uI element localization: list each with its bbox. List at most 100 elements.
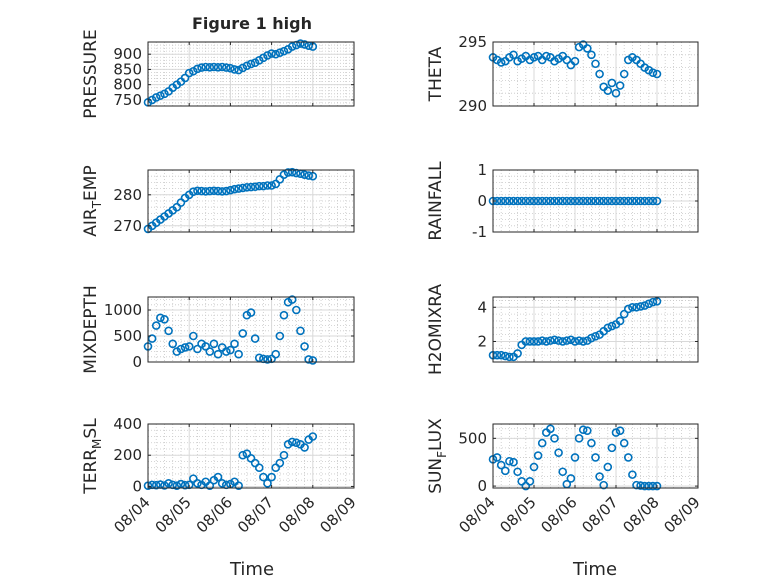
data-point (205, 186, 215, 196)
y-tick-label: 900 (113, 45, 142, 63)
data-point (279, 46, 289, 56)
data-point (636, 196, 645, 206)
x-tick-label: 08/05 (152, 493, 195, 536)
data-point (189, 331, 198, 341)
data-point (279, 170, 289, 179)
data-point (308, 432, 318, 441)
data-point (648, 481, 658, 491)
data-point (250, 334, 260, 343)
data-point (570, 196, 580, 206)
data-point (246, 308, 256, 317)
data-point (644, 481, 654, 491)
data-point (623, 304, 633, 314)
data-point (541, 51, 551, 61)
data-point (275, 331, 285, 341)
data-point (554, 336, 563, 345)
data-point (562, 336, 572, 345)
data-point (180, 73, 190, 83)
data-point (595, 472, 604, 481)
data-point (213, 349, 223, 359)
data-point (263, 181, 272, 190)
data-point (529, 337, 539, 346)
data-point (513, 349, 522, 358)
data-point (541, 196, 551, 206)
data-point (640, 196, 650, 206)
data-point (213, 62, 223, 72)
data-point (267, 49, 276, 58)
data-point (582, 196, 592, 206)
axes-frame (147, 296, 355, 363)
data-point (238, 450, 248, 460)
data-point (287, 167, 297, 177)
data-point (636, 302, 645, 311)
data-point (300, 40, 309, 49)
y-tick-label: 0 (132, 477, 142, 495)
data-point (607, 196, 617, 206)
data-point (619, 309, 629, 319)
data-point (566, 335, 576, 345)
data-point (176, 344, 186, 354)
data-point (619, 438, 629, 448)
data-point (570, 337, 580, 346)
x-tick-label: 08/09 (316, 493, 359, 536)
data-point (308, 356, 318, 365)
data-point (529, 196, 539, 206)
y-axis-label: SUNFLUX (426, 418, 449, 494)
x-tick-label: 08/06 (193, 493, 236, 536)
x-tick-label: 08/09 (660, 493, 703, 536)
data-point (554, 196, 563, 206)
x-tick-label: 08/04 (110, 493, 153, 536)
data-point (578, 196, 588, 206)
data-point (217, 479, 227, 488)
data-point (550, 434, 559, 443)
data-point (550, 335, 559, 345)
data-point (570, 56, 580, 66)
data-point (164, 326, 173, 336)
data-point (509, 196, 518, 206)
data-point (607, 443, 617, 453)
data-point (537, 438, 547, 448)
data-point (496, 196, 506, 206)
data-point (197, 186, 206, 196)
data-point (209, 339, 219, 349)
subplot-sun-flux: 0 500 SUNFLUX 08/0408/0508/0608/0708/0808/0… (426, 418, 704, 537)
data-point (300, 170, 309, 179)
data-point (533, 337, 543, 346)
data-point (562, 55, 572, 65)
axes-frame (147, 41, 355, 107)
data-point (151, 321, 161, 330)
data-point (607, 321, 617, 331)
data-point (205, 347, 215, 356)
x-tick-label: 08/04 (455, 493, 498, 536)
data-point (648, 297, 658, 307)
data-point (603, 196, 613, 206)
data-point (599, 196, 609, 206)
x-tick-label: 08/08 (619, 493, 662, 536)
data-point (570, 453, 580, 462)
subplot-terr-msl: 0 200 400 TERRMSL 08/0408/0508/0608/0708/080… (81, 415, 360, 537)
data-point (574, 434, 584, 443)
data-point (599, 480, 609, 490)
x-tick-label: 08/07 (578, 493, 621, 536)
x-axis-label-left: Time (229, 559, 274, 580)
data-point (611, 88, 621, 98)
data-point (246, 59, 256, 69)
data-point (189, 187, 198, 196)
data-point (271, 49, 281, 59)
data-point (554, 448, 563, 457)
data-point (156, 91, 165, 100)
y-tick-label: 0 (477, 477, 487, 495)
data-point (263, 479, 272, 488)
data-point (529, 462, 539, 472)
y-tick-label: 200 (113, 446, 142, 464)
data-point (230, 339, 239, 349)
data-point (254, 463, 264, 473)
data-point (193, 344, 202, 354)
data-point (533, 196, 543, 206)
data-point (275, 48, 285, 57)
data-point (578, 425, 588, 435)
data-point (193, 186, 202, 196)
x-tick-label: 08/05 (496, 493, 539, 536)
data-point (151, 480, 161, 490)
